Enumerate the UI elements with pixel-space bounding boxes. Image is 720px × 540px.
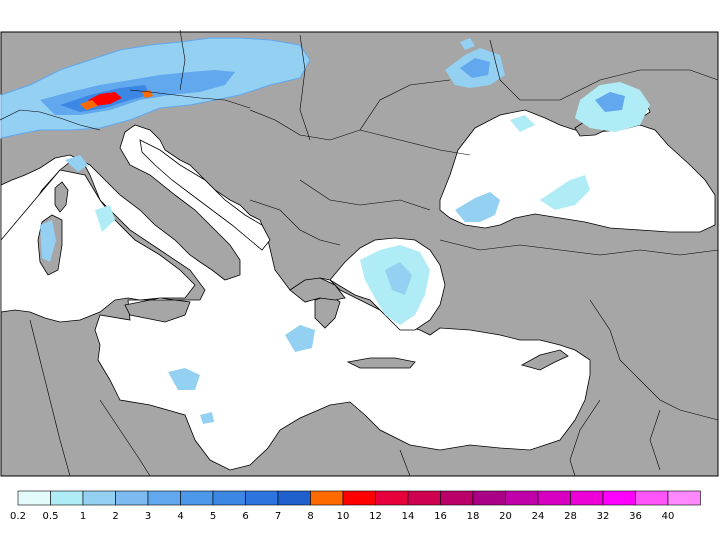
colorbar-swatch xyxy=(602,490,636,506)
precip-liguria xyxy=(65,155,88,172)
colorbar-swatch xyxy=(212,490,246,506)
colorbar-label: 14 xyxy=(402,511,415,522)
colorbar-swatch xyxy=(310,490,344,506)
cyprus xyxy=(520,349,569,371)
colorbar-label: 24 xyxy=(532,511,545,522)
colorbar-swatch xyxy=(342,490,376,506)
precipitation-colorbar: 0.2 0.5 1 2 3 4 5 6 7 8 10 12 14 16 18 20 24 28 32 36 40 xyxy=(10,490,701,522)
colorbar-label: 0.5 xyxy=(43,511,59,522)
black-sea xyxy=(439,109,716,233)
colorbar-swatch xyxy=(570,490,604,506)
precip-corsica xyxy=(40,220,56,262)
colorbar-label: 0.2 xyxy=(10,511,26,522)
corsica xyxy=(54,181,69,213)
colorbar-swatch xyxy=(505,490,539,506)
colorbar-label: 40 xyxy=(662,511,675,522)
colorbar-swatch xyxy=(667,490,701,506)
precip-ukraine-core xyxy=(460,58,490,78)
colorbar-label: 6 xyxy=(242,511,248,522)
precip-north-small xyxy=(460,38,475,50)
colorbar-swatch xyxy=(472,490,506,506)
sicily xyxy=(124,299,191,323)
adriatic-sea xyxy=(139,139,271,251)
colorbar-swatch xyxy=(375,490,409,506)
colorbar-swatch xyxy=(17,490,51,506)
colorbar-label: 16 xyxy=(434,511,447,522)
precip-aegean-core xyxy=(385,262,412,295)
colorbar-swatch xyxy=(180,490,214,506)
precip-libya xyxy=(168,368,200,390)
precip-alps-orange xyxy=(80,100,98,110)
precip-crimea-core xyxy=(595,92,625,112)
tyrrhenian-sea xyxy=(0,169,196,323)
colorbar-label: 12 xyxy=(369,511,382,522)
precip-blacksea-west xyxy=(455,192,500,222)
precip-blacksea-center xyxy=(540,175,590,210)
colorbar-label: 3 xyxy=(145,511,151,522)
colorbar-label: 28 xyxy=(564,511,577,522)
colorbar-swatch xyxy=(115,490,149,506)
country-borders xyxy=(0,29,719,477)
greek-mainland xyxy=(289,277,346,303)
colorbar-label: 20 xyxy=(499,511,512,522)
colorbar-swatch xyxy=(440,490,474,506)
colorbar-label: 10 xyxy=(337,511,350,522)
colorbar-label: 4 xyxy=(177,511,183,522)
colorbar-label: 7 xyxy=(275,511,281,522)
colorbar-swatch xyxy=(50,490,84,506)
crete xyxy=(346,357,416,369)
precip-ionian xyxy=(285,325,315,352)
colorbar-swatch xyxy=(407,490,441,506)
colorbar-swatch xyxy=(245,490,279,506)
colorbar-swatch xyxy=(277,490,311,506)
colorbar-swatch xyxy=(537,490,571,506)
colorbar-label: 36 xyxy=(629,511,642,522)
colorbar-label: 1 xyxy=(80,511,86,522)
precip-libya-small xyxy=(200,412,214,424)
colorbar-label: 5 xyxy=(210,511,216,522)
colorbar-label: 2 xyxy=(112,511,118,522)
colorbar-label: 8 xyxy=(307,511,313,522)
precip-blacksea-small xyxy=(510,115,535,132)
precip-adriatic xyxy=(95,205,115,232)
precipitation-patches xyxy=(0,37,650,424)
colorbar-swatch xyxy=(635,490,669,506)
colorbar-label: 32 xyxy=(597,511,610,522)
precip-alps-max xyxy=(88,92,122,106)
colorbar-label: 18 xyxy=(467,511,480,522)
colorbar-swatch xyxy=(147,490,181,506)
colorbar-swatch xyxy=(82,490,116,506)
